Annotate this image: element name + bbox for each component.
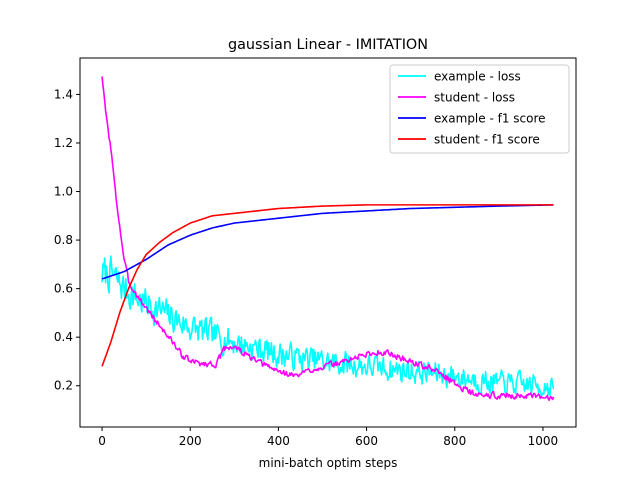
series-line-0 [101, 255, 555, 397]
legend-label-3: student - f1 score [434, 133, 540, 147]
x-axis-ticks: 0 200 400 600 800 1000 [98, 427, 558, 448]
legend-box [389, 64, 570, 154]
y-tick-label: 0.6 [54, 282, 73, 296]
y-tick-label: 1.4 [54, 87, 73, 101]
axes-frame [79, 57, 577, 428]
x-tick-label: 600 [355, 434, 378, 448]
legend-items: example - loss student - loss example - f1… [398, 70, 546, 147]
x-tick-label: 200 [179, 434, 202, 448]
series-line-2 [101, 204, 554, 280]
plot-area [101, 76, 555, 402]
x-tick-label: 1000 [528, 434, 559, 448]
y-tick-label: 0.4 [54, 330, 73, 344]
x-tick-label: 400 [267, 434, 290, 448]
legend-label-1: student - loss [434, 91, 515, 105]
legend: example - loss student - loss example - f1… [389, 64, 570, 154]
y-tick-label: 0.8 [54, 233, 73, 247]
y-tick-label: 0.2 [54, 379, 73, 393]
x-tick-label: 0 [98, 434, 106, 448]
y-axis-ticks: 0.2 0.4 0.6 0.8 1.0 1.2 1.4 [54, 87, 80, 393]
legend-label-0: example - loss [434, 70, 521, 84]
y-tick-label: 1.0 [54, 185, 73, 199]
y-tick-label: 1.2 [54, 136, 73, 150]
series-line-1 [101, 76, 555, 402]
x-tick-label: 800 [443, 434, 466, 448]
series-line-3 [101, 204, 554, 367]
legend-label-2: example - f1 score [434, 112, 546, 126]
chart-title: gaussian Linear - IMITATION [228, 37, 428, 53]
series-group [101, 76, 555, 402]
x-axis-label: mini-batch optim steps [259, 456, 398, 470]
